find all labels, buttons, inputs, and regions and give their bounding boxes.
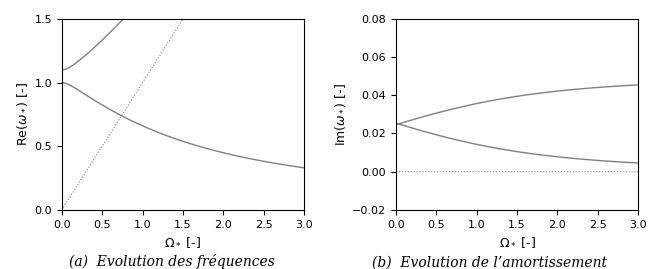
Y-axis label: Re$(\omega_*)$ [-]: Re$(\omega_*)$ [-] [15, 83, 29, 146]
Text: (a)  Evolution des fréquences: (a) Evolution des fréquences [70, 254, 275, 269]
X-axis label: $\Omega_*$ [-]: $\Omega_*$ [-] [498, 235, 536, 249]
X-axis label: $\Omega_*$ [-]: $\Omega_*$ [-] [164, 235, 201, 249]
Y-axis label: Im$(\omega_*)$ [-]: Im$(\omega_*)$ [-] [333, 83, 347, 146]
Text: (b)  Evolution de l’amortissement: (b) Evolution de l’amortissement [372, 255, 608, 269]
